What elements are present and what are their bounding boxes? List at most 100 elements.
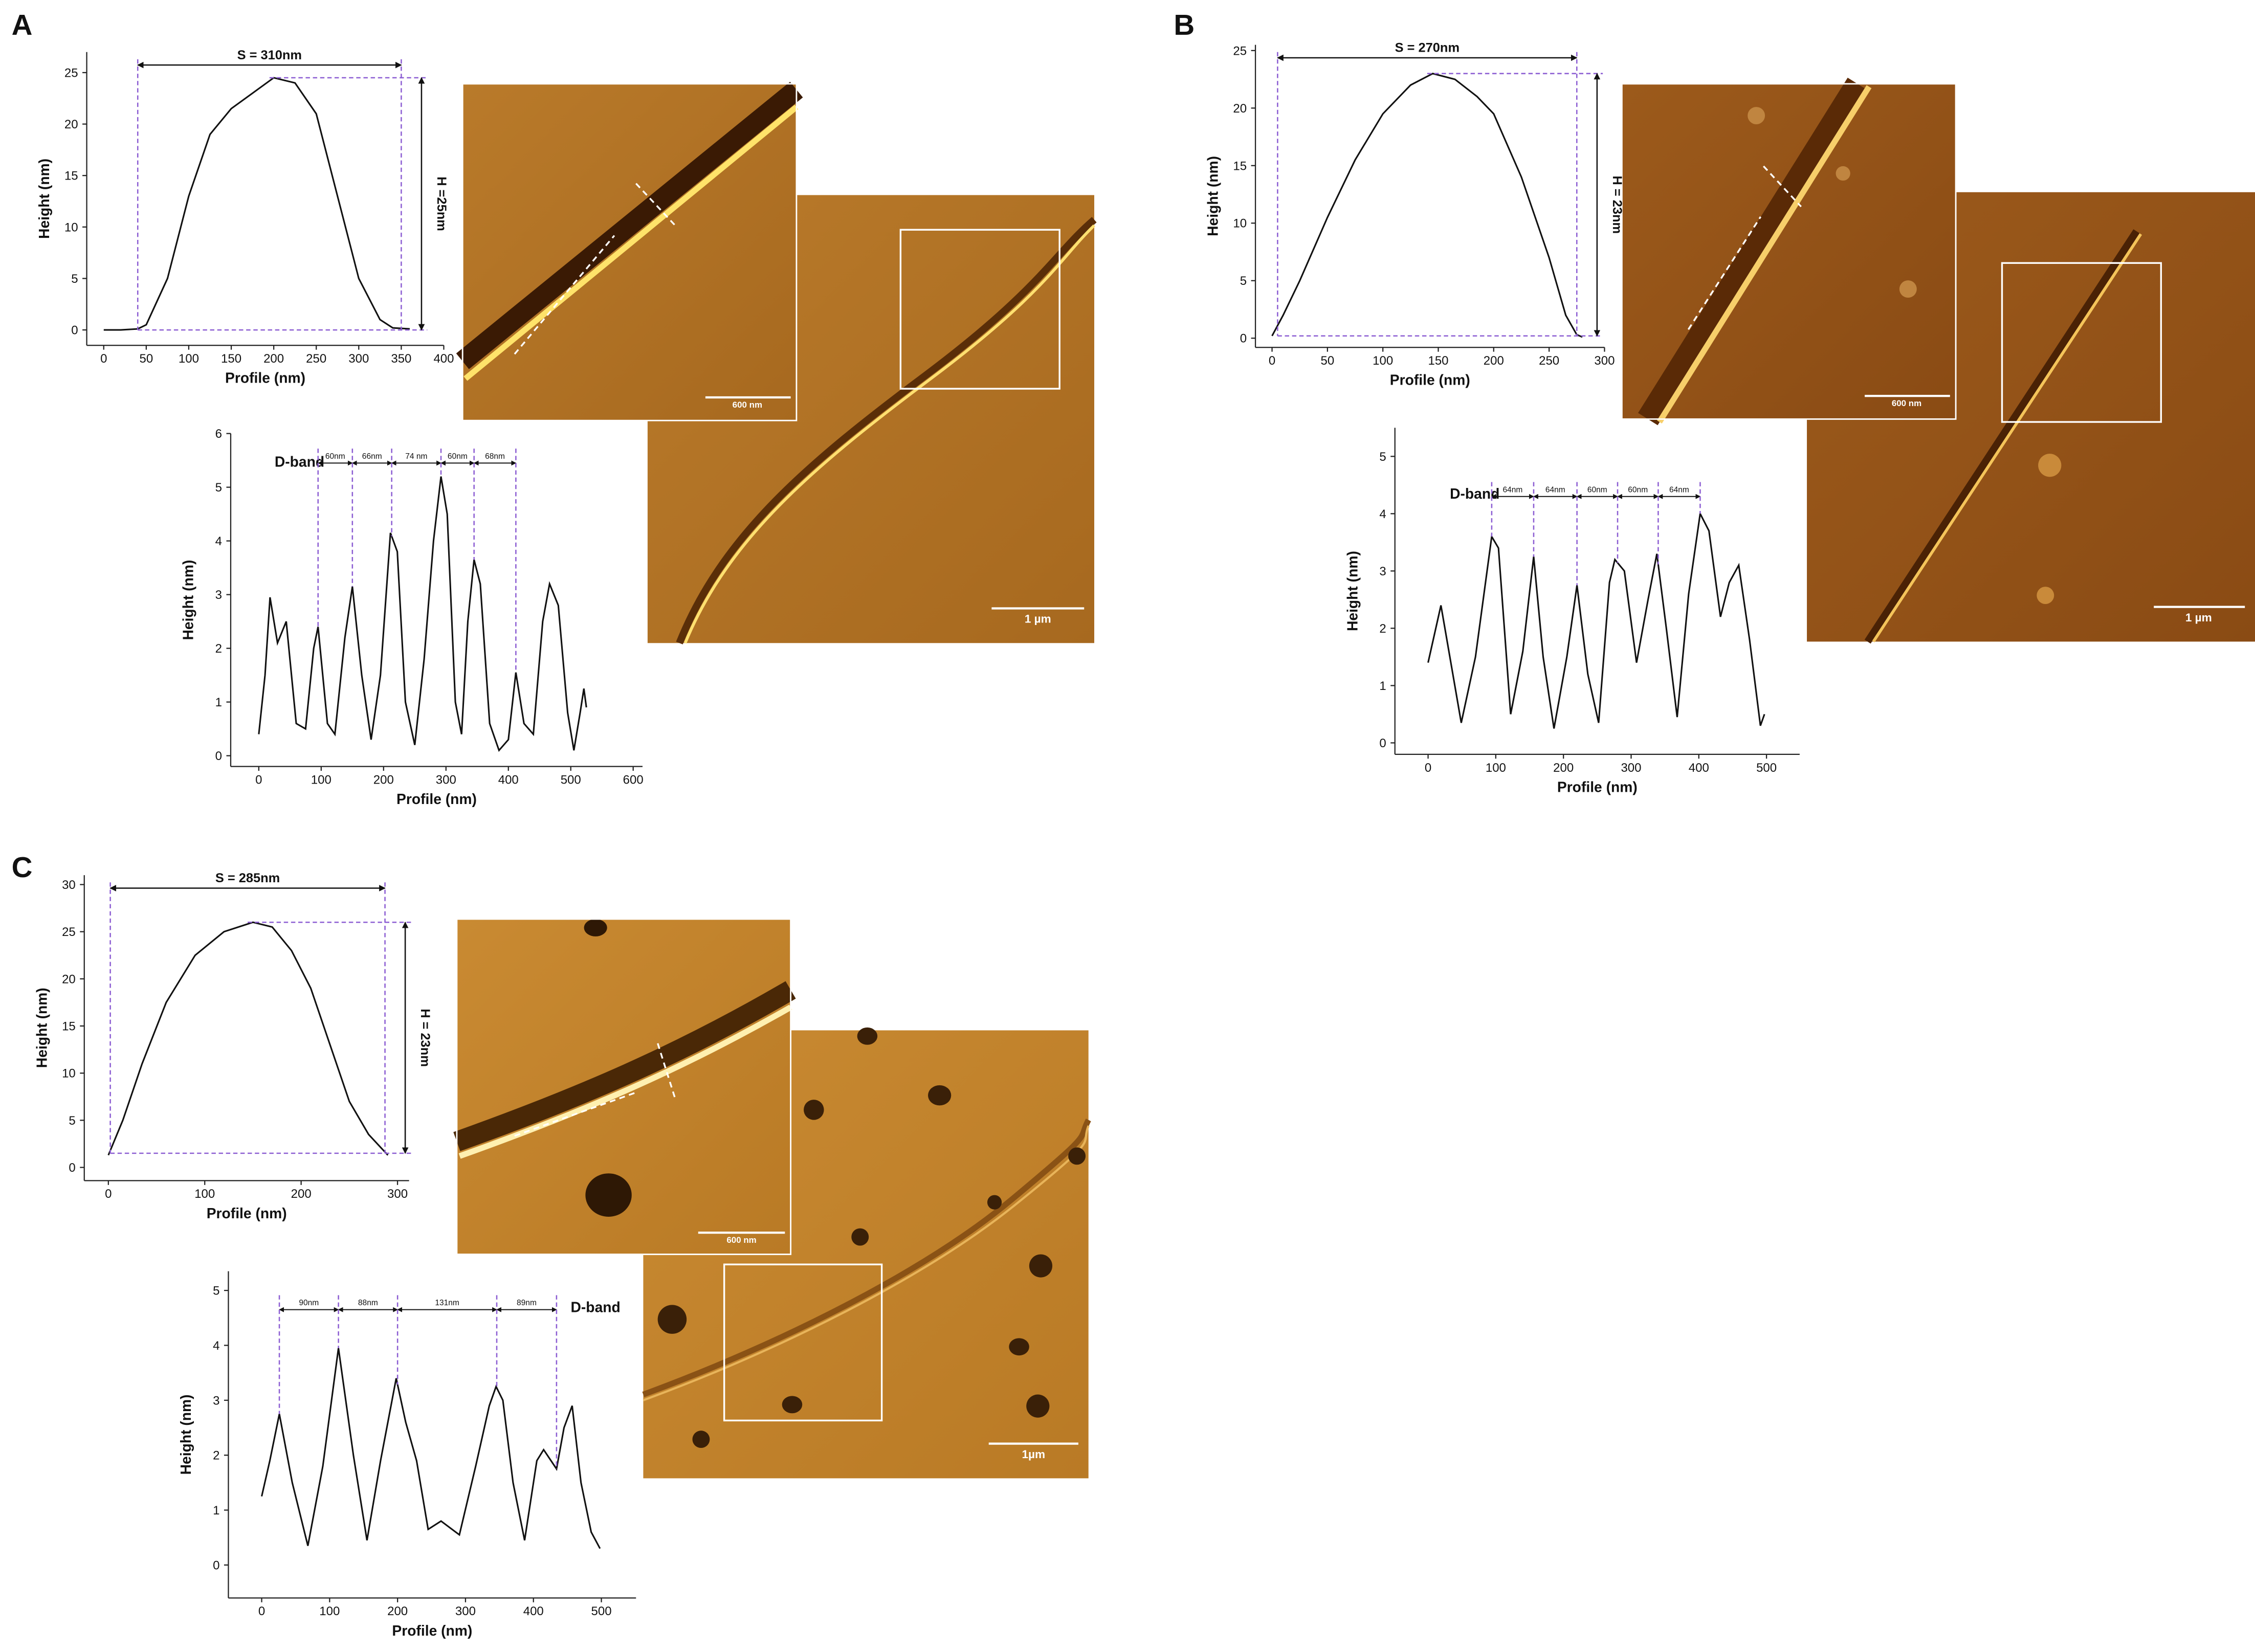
panel-label: C: [12, 851, 33, 883]
droplet: [585, 1173, 632, 1217]
period-label: 64nm: [1503, 485, 1523, 494]
y-tick-label: 15: [1233, 159, 1247, 173]
profile-line: [107, 921, 389, 1156]
x-tick-label: 200: [1553, 761, 1574, 775]
x-tick-label: 150: [1428, 354, 1448, 368]
period-label: 64nm: [1669, 485, 1689, 494]
x-tick-label: 100: [311, 773, 331, 787]
y-tick-label: 10: [64, 220, 78, 234]
y-tick-label: 0: [213, 1558, 219, 1572]
chart: 0 100 200 300 400 500 0 1 2 3 4 5 Profile (nm) Height…: [178, 1271, 636, 1639]
panel-label: B: [1174, 9, 1195, 41]
scale-bar-label: 1 µm: [1025, 613, 1051, 626]
y-tick-label: 5: [69, 1114, 75, 1128]
x-tick-label: 100: [1486, 761, 1506, 775]
particle: [2037, 587, 2054, 605]
y-tick-label: 0: [215, 749, 222, 763]
span-label: S = 285nm: [215, 871, 280, 885]
x-tick-label: 100: [194, 1187, 215, 1201]
x-tick-label: 100: [179, 352, 199, 366]
droplets: [657, 1027, 1086, 1448]
x-axis-label: Profile (nm): [225, 370, 305, 386]
afm-images-c: 1µm 600 nm: [453, 918, 1091, 1479]
droplet: [1068, 1147, 1086, 1165]
y-tick-label: 5: [215, 481, 222, 495]
droplet: [928, 1085, 952, 1106]
droplet: [857, 1027, 878, 1045]
profile-line: [1763, 165, 1802, 208]
x-tick-label: 100: [1373, 354, 1393, 368]
fibril-edge: [1657, 85, 1872, 424]
x-tick-label: 300: [387, 1187, 408, 1201]
zoom-box: [2001, 262, 2162, 423]
y-tick-label: 2: [213, 1449, 219, 1463]
period-label: 131nm: [435, 1299, 459, 1307]
droplet: [987, 1195, 1002, 1210]
fibril: [1864, 229, 2140, 644]
inset-frame: [461, 83, 798, 421]
x-axis-label: Profile (nm): [207, 1205, 287, 1221]
droplet: [804, 1100, 824, 1120]
y-tick-label: 6: [215, 427, 222, 441]
y-tick-label: 20: [64, 118, 78, 131]
y-axis-label: Height (nm): [1344, 551, 1360, 631]
scale-bar-label: 600 nm: [1892, 398, 1921, 408]
profile-line: [1271, 73, 1583, 338]
droplet: [851, 1228, 869, 1246]
x-axis-label: Profile (nm): [1557, 778, 1638, 795]
x-axis-label: Profile (nm): [392, 1622, 472, 1639]
fibril: [456, 81, 803, 369]
x-tick-label: 500: [561, 773, 581, 787]
droplet: [692, 1431, 710, 1448]
y-axis-label: Height (nm): [33, 988, 50, 1068]
x-tick-label: 400: [433, 352, 454, 366]
y-tick-label: 15: [62, 1019, 76, 1033]
profile-line: [514, 1091, 636, 1137]
x-tick-label: 150: [221, 352, 241, 366]
x-tick-label: 250: [1539, 354, 1559, 368]
y-tick-label: 0: [1379, 736, 1386, 750]
band-label: D-band: [571, 1299, 621, 1315]
x-tick-label: 350: [391, 352, 411, 366]
droplet: [1009, 1338, 1029, 1356]
x-tick-label: 600: [623, 773, 644, 787]
fibril-edge: [458, 1004, 792, 1159]
y-tick-label: 5: [1379, 450, 1386, 464]
y-tick-label: 1: [215, 696, 222, 709]
y-axis-label: Height (nm): [1205, 156, 1221, 236]
droplet: [657, 1305, 687, 1334]
period-label: 89nm: [517, 1299, 537, 1307]
x-tick-label: 0: [105, 1187, 112, 1201]
y-tick-label: 0: [69, 1161, 75, 1175]
x-axis-label: Profile (nm): [396, 791, 477, 807]
fibril-edge: [643, 1125, 1090, 1401]
x-tick-label: 500: [591, 1604, 612, 1618]
period-label: 66nm: [362, 452, 382, 461]
inset-frame: [1621, 83, 1957, 420]
fibril-edge: [463, 104, 799, 381]
particle: [1899, 280, 1917, 298]
period-label: 60nm: [325, 452, 345, 461]
y-tick-label: 1: [213, 1504, 219, 1517]
y-tick-label: 30: [62, 878, 76, 892]
period-label: 60nm: [448, 452, 468, 461]
period-label: 64nm: [1545, 485, 1565, 494]
x-tick-label: 50: [140, 352, 153, 366]
x-tick-label: 0: [1425, 761, 1431, 775]
y-tick-label: 1: [1379, 679, 1386, 693]
zoom-box: [899, 229, 1060, 390]
span-label: S = 310nm: [237, 48, 302, 62]
x-tick-label: 250: [306, 352, 326, 366]
height-label: H = 23nm: [418, 1009, 432, 1067]
band-label: D-band: [275, 454, 324, 470]
x-tick-label: 100: [319, 1604, 340, 1618]
period-label: 68nm: [485, 452, 505, 461]
x-tick-label: 300: [455, 1604, 476, 1618]
zoom-box: [723, 1263, 883, 1422]
fibril: [676, 217, 1097, 644]
y-tick-label: 4: [213, 1339, 219, 1353]
x-tick-label: 400: [498, 773, 519, 787]
scale-bar-label: 1 µm: [2185, 611, 2212, 624]
y-axis-label: Height (nm): [180, 560, 196, 640]
